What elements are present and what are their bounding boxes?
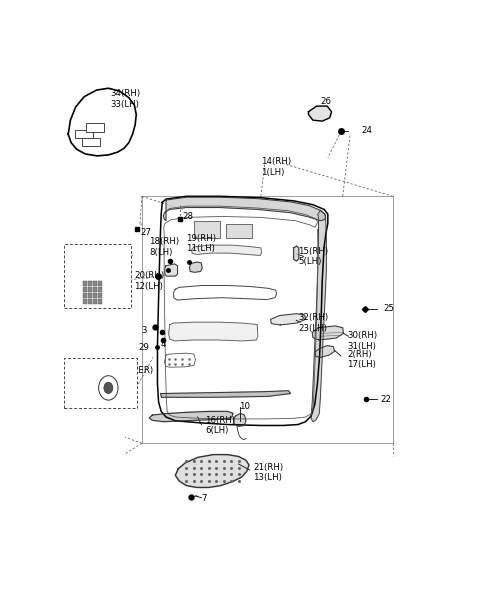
Polygon shape bbox=[165, 264, 178, 276]
Text: 9: 9 bbox=[88, 281, 94, 290]
Polygon shape bbox=[163, 197, 325, 221]
FancyBboxPatch shape bbox=[64, 244, 131, 308]
Text: 14(RH)
1(LH): 14(RH) 1(LH) bbox=[261, 157, 291, 177]
Text: 27: 27 bbox=[140, 228, 151, 237]
Polygon shape bbox=[160, 391, 290, 397]
Bar bbox=[97, 299, 102, 304]
FancyBboxPatch shape bbox=[86, 123, 104, 132]
Polygon shape bbox=[271, 314, 305, 325]
Text: 28: 28 bbox=[183, 212, 194, 221]
Text: 10: 10 bbox=[239, 402, 250, 411]
Text: (W/JBL SPEAKER): (W/JBL SPEAKER) bbox=[81, 365, 154, 375]
Polygon shape bbox=[149, 411, 233, 422]
Text: 15(RH)
5(LH): 15(RH) 5(LH) bbox=[298, 246, 328, 266]
Bar bbox=[88, 293, 92, 298]
Text: 7: 7 bbox=[202, 493, 207, 503]
Polygon shape bbox=[192, 245, 262, 256]
Circle shape bbox=[104, 382, 113, 393]
Bar bbox=[93, 281, 97, 286]
FancyBboxPatch shape bbox=[75, 129, 93, 138]
Text: 3: 3 bbox=[142, 326, 147, 335]
Text: 18(RH)
8(LH): 18(RH) 8(LH) bbox=[149, 237, 180, 257]
Polygon shape bbox=[233, 413, 246, 426]
Bar bbox=[83, 299, 87, 304]
FancyBboxPatch shape bbox=[83, 137, 100, 146]
Text: 32(RH)
23(LH): 32(RH) 23(LH) bbox=[298, 314, 328, 333]
Text: (W/MEMORY
SEAT>LH): (W/MEMORY SEAT>LH) bbox=[81, 255, 133, 274]
Bar bbox=[226, 223, 252, 238]
Bar bbox=[97, 287, 102, 292]
Polygon shape bbox=[315, 346, 335, 357]
Bar bbox=[194, 221, 220, 238]
Bar bbox=[93, 293, 97, 298]
Polygon shape bbox=[309, 106, 332, 121]
Text: 20(RH)
12(LH): 20(RH) 12(LH) bbox=[81, 378, 110, 398]
Text: 24: 24 bbox=[361, 126, 372, 135]
Text: 20(RH)
12(LH): 20(RH) 12(LH) bbox=[134, 271, 165, 290]
Polygon shape bbox=[168, 322, 258, 341]
Text: 26: 26 bbox=[321, 97, 331, 106]
Bar bbox=[97, 293, 102, 298]
Text: 21(RH)
13(LH): 21(RH) 13(LH) bbox=[253, 463, 284, 482]
Polygon shape bbox=[294, 246, 299, 261]
Polygon shape bbox=[190, 262, 202, 272]
Polygon shape bbox=[175, 454, 249, 487]
Text: 4: 4 bbox=[160, 340, 166, 349]
Bar bbox=[83, 293, 87, 298]
Text: 16(RH)
6(LH): 16(RH) 6(LH) bbox=[205, 416, 235, 435]
Text: 34(RH)
33(LH): 34(RH) 33(LH) bbox=[110, 89, 140, 109]
Text: 22: 22 bbox=[380, 395, 391, 404]
FancyBboxPatch shape bbox=[64, 358, 137, 407]
Text: 2(RH)
17(LH): 2(RH) 17(LH) bbox=[347, 350, 376, 370]
Text: 19(RH)
11(LH): 19(RH) 11(LH) bbox=[186, 234, 216, 253]
Bar bbox=[93, 287, 97, 292]
Text: 30(RH)
31(LH): 30(RH) 31(LH) bbox=[347, 331, 377, 351]
Bar bbox=[97, 281, 102, 286]
Bar bbox=[88, 281, 92, 286]
Bar bbox=[83, 281, 87, 286]
Bar bbox=[83, 287, 87, 292]
Bar bbox=[88, 299, 92, 304]
Text: 29: 29 bbox=[138, 343, 149, 353]
Polygon shape bbox=[312, 326, 344, 340]
Polygon shape bbox=[311, 210, 326, 422]
Bar bbox=[88, 287, 92, 292]
Text: 25: 25 bbox=[384, 304, 395, 314]
Bar bbox=[93, 299, 97, 304]
